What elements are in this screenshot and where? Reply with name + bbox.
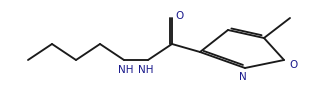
Text: NH: NH [138, 65, 154, 75]
Text: NH: NH [118, 65, 134, 75]
Text: N: N [239, 72, 247, 82]
Text: O: O [176, 11, 184, 21]
Text: O: O [289, 60, 297, 70]
